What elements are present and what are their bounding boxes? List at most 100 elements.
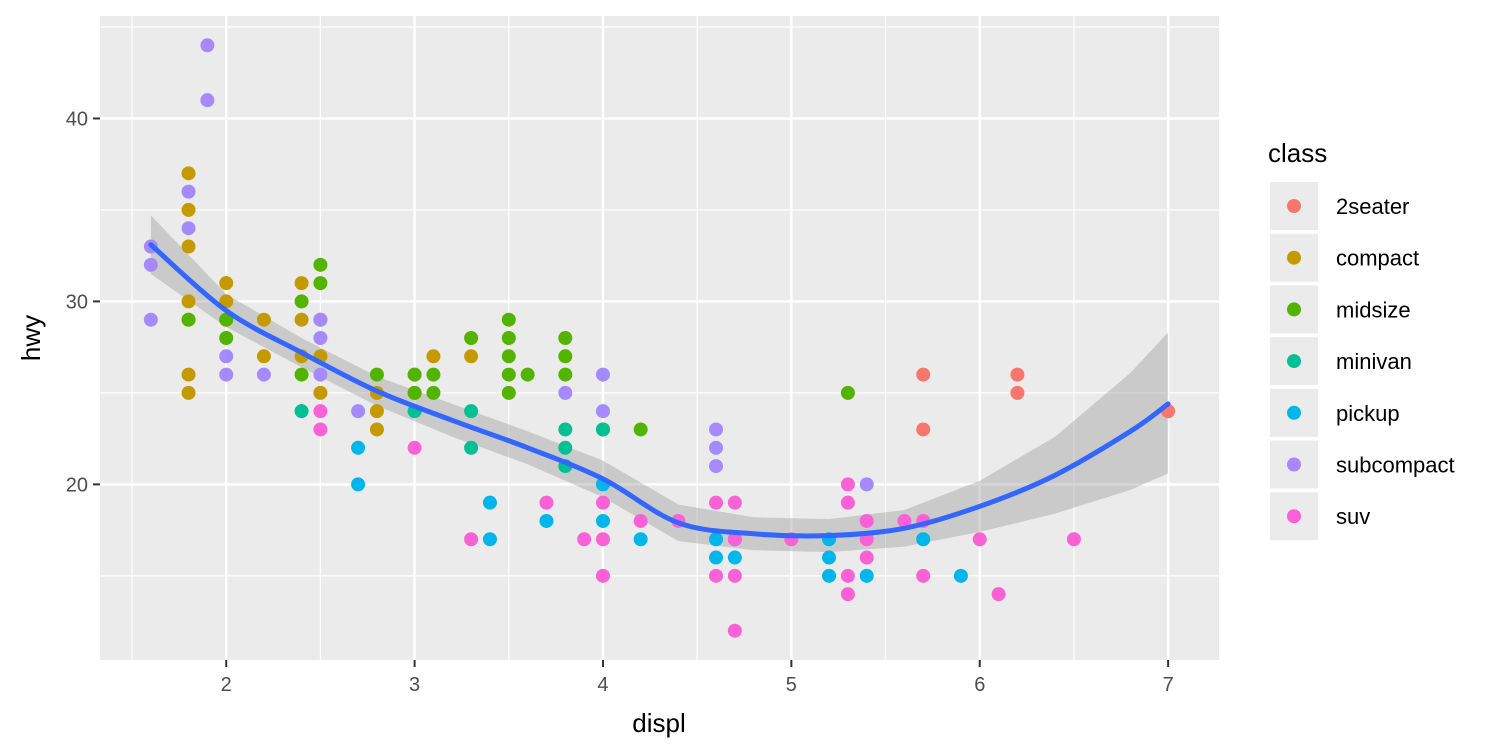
point-compact (426, 349, 441, 364)
point-subcompact (200, 38, 215, 53)
legend-item-minivan: minivan (1270, 337, 1412, 386)
point-pickup (482, 532, 497, 547)
legend-swatch (1287, 354, 1301, 369)
point-pickup (727, 550, 742, 565)
legend-swatch (1287, 509, 1301, 524)
data-points (143, 38, 1176, 638)
legend-swatch (1287, 199, 1301, 213)
point-suv (313, 422, 328, 437)
x-tick-label: 5 (786, 674, 797, 696)
point-compact (256, 349, 271, 364)
point-minivan (294, 404, 309, 419)
point-midsize (520, 367, 535, 382)
point-subcompact (219, 349, 234, 364)
point-suv (916, 568, 931, 583)
legend-item-compact: compact (1270, 233, 1419, 282)
point-subcompact (313, 367, 328, 382)
point-pickup (859, 568, 874, 583)
point-midsize (633, 422, 648, 437)
point-compact (219, 276, 234, 291)
point-2seater (916, 367, 931, 382)
point-suv (840, 477, 855, 492)
point-minivan (464, 440, 479, 455)
legend-label: suv (1336, 504, 1370, 529)
point-2seater (1010, 385, 1025, 400)
point-suv (407, 440, 422, 455)
point-pickup (351, 477, 366, 492)
point-subcompact (709, 459, 724, 474)
point-pickup (916, 532, 931, 547)
point-pickup (822, 568, 837, 583)
legend-label: compact (1336, 246, 1419, 271)
point-compact (294, 276, 309, 291)
point-midsize (294, 367, 309, 382)
x-axis-title: displ (632, 708, 685, 738)
legend-label: minivan (1336, 349, 1412, 374)
point-subcompact (143, 312, 158, 327)
point-suv (991, 587, 1006, 602)
point-suv (709, 495, 724, 510)
point-midsize (501, 312, 516, 327)
point-midsize (294, 294, 309, 309)
point-midsize (840, 385, 855, 400)
point-suv (633, 513, 648, 528)
point-2seater (1010, 367, 1025, 382)
point-compact (464, 349, 479, 364)
point-subcompact (143, 257, 158, 272)
point-pickup (822, 550, 837, 565)
point-midsize (407, 367, 422, 382)
point-midsize (219, 331, 234, 345)
point-subcompact (219, 367, 234, 382)
point-compact (369, 404, 384, 419)
point-midsize (558, 367, 573, 382)
point-subcompact (595, 367, 610, 382)
point-suv (727, 623, 742, 638)
point-pickup (953, 568, 968, 583)
point-midsize (181, 312, 196, 327)
legend-swatch (1287, 250, 1301, 265)
point-subcompact (859, 477, 874, 492)
smooth-line (148, 242, 1171, 539)
legend-label: 2seater (1336, 194, 1409, 219)
point-suv (595, 495, 610, 510)
point-suv (840, 587, 855, 602)
point-minivan (558, 422, 573, 437)
x-tick-label: 6 (974, 674, 985, 696)
point-minivan (595, 422, 610, 437)
point-minivan (558, 440, 573, 455)
point-pickup (482, 495, 497, 510)
point-subcompact (558, 385, 573, 400)
point-suv (1066, 532, 1081, 547)
point-midsize (558, 349, 573, 364)
point-suv (859, 550, 874, 565)
point-suv (464, 532, 479, 547)
point-pickup (351, 440, 366, 455)
legend-label: subcompact (1336, 453, 1455, 478)
point-compact (313, 385, 328, 400)
y-tick-label: 30 (66, 291, 88, 313)
legend-title: class (1268, 138, 1327, 168)
point-midsize (313, 276, 328, 291)
point-pickup (595, 513, 610, 528)
point-midsize (501, 331, 516, 345)
point-suv (727, 568, 742, 583)
legend-item-midsize: midsize (1270, 285, 1411, 334)
point-suv (313, 404, 328, 419)
point-midsize (369, 367, 384, 382)
point-suv (972, 532, 987, 547)
point-minivan (464, 404, 479, 419)
point-pickup (709, 550, 724, 565)
point-midsize (501, 367, 516, 382)
point-compact (181, 166, 196, 181)
x-tick-label: 7 (1163, 674, 1174, 696)
x-tick-label: 4 (597, 674, 608, 696)
legend-item-subcompact: subcompact (1270, 440, 1455, 489)
legend: class 2seater compact midsize minivan pickup… (1268, 138, 1455, 541)
point-subcompact (181, 184, 196, 199)
point-compact (294, 312, 309, 327)
point-midsize (464, 331, 479, 345)
point-subcompact (313, 312, 328, 327)
point-pickup (633, 532, 648, 547)
point-compact (256, 312, 271, 327)
